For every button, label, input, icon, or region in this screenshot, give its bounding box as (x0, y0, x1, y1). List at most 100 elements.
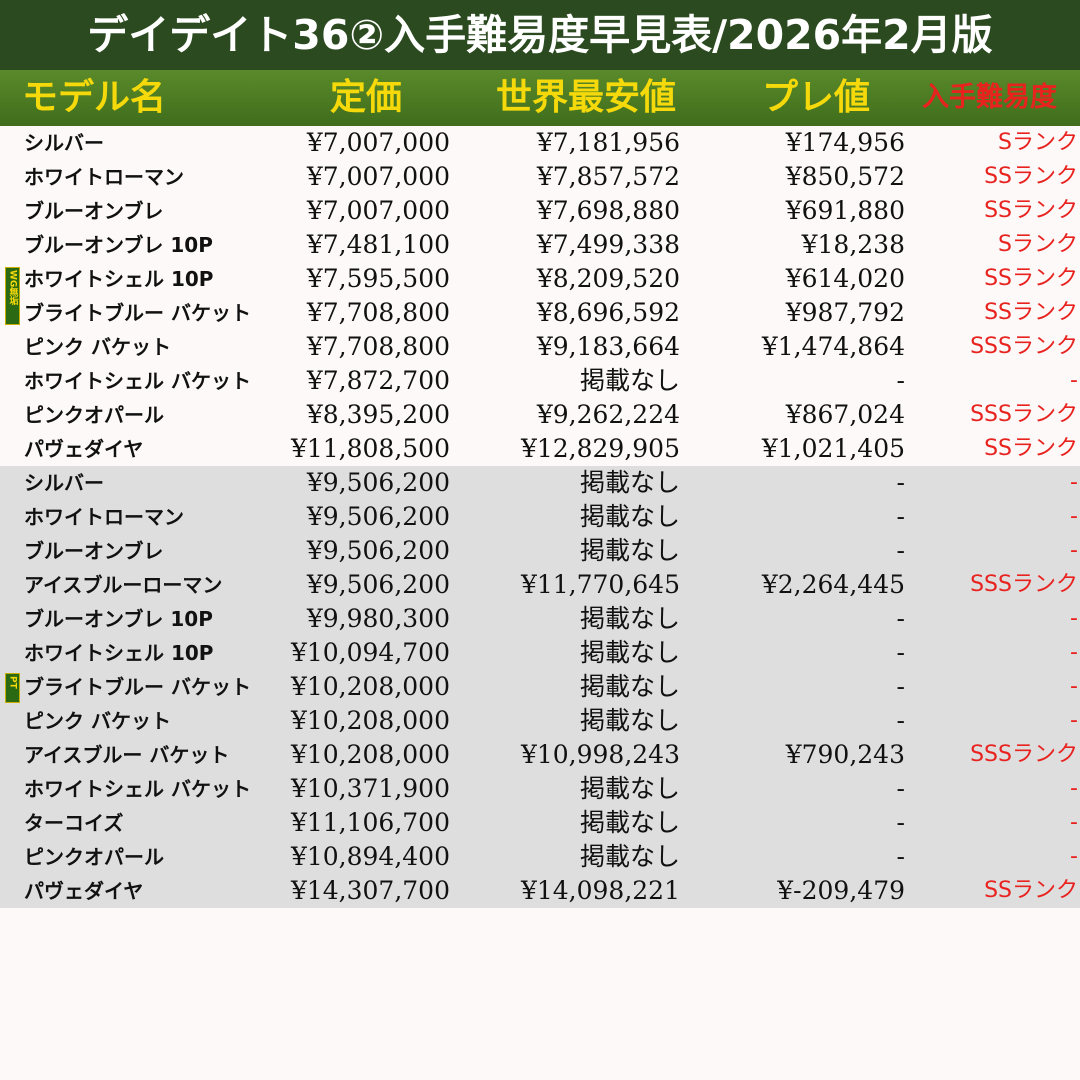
table-row: アイスブルーローマン ¥9,506,200 ¥11,770,645 ¥2,264,44… (0, 568, 1080, 602)
lowest-price-cell: ¥12,829,905 (520, 434, 680, 463)
premium-cell: - (896, 706, 905, 735)
premium-cell: ¥-209,479 (777, 876, 905, 905)
lowest-price-cell: 掲載なし (579, 808, 680, 837)
premium-cell: - (896, 672, 905, 701)
pt-badge: PT (5, 673, 20, 703)
model-cell: ホワイトローマン (24, 505, 184, 529)
lowest-price-cell: 掲載なし (579, 774, 680, 803)
difficulty-cell: SSランク (984, 878, 1078, 903)
retail-price-cell: ¥10,208,000 (290, 706, 450, 735)
premium-cell: ¥790,243 (785, 740, 905, 769)
model-cell: ターコイズ (24, 811, 124, 835)
table-row: ブルーオンブレ 10P ¥7,481,100 ¥7,499,338 ¥18,238 Sラ… (0, 228, 1080, 262)
model-cell: ブライトブルー バケット (24, 301, 251, 325)
table-row: ブルーオンブレ ¥7,007,000 ¥7,698,880 ¥691,880 SSランク (0, 194, 1080, 228)
model-cell: アイスブルー バケット (24, 743, 230, 767)
premium-cell: - (896, 638, 905, 667)
retail-price-cell: ¥11,808,500 (290, 434, 450, 463)
header-difficulty: 入手難易度 (922, 82, 1057, 113)
model-cell: パヴェダイヤ (24, 437, 144, 461)
header-retail-price: 定価 (330, 77, 403, 118)
retail-price-cell: ¥7,007,000 (306, 196, 450, 225)
retail-price-cell: ¥10,208,000 (290, 672, 450, 701)
premium-cell: - (896, 366, 905, 395)
model-cell: ブルーオンブレ 10P (24, 607, 213, 631)
header-premium: プレ値 (762, 77, 871, 118)
premium-cell: ¥850,572 (785, 162, 905, 191)
lowest-price-cell: ¥8,696,592 (536, 298, 680, 327)
table-row: シルバー ¥7,007,000 ¥7,181,956 ¥174,956 Sランク (0, 126, 1080, 160)
table-row: ピンクオパール ¥10,894,400 掲載なし - - (0, 840, 1080, 874)
difficulty-cell: SSランク (984, 300, 1078, 325)
difficulty-cell: SSSランク (970, 742, 1078, 767)
difficulty-cell: Sランク (998, 130, 1078, 155)
table-row: パヴェダイヤ ¥11,808,500 ¥12,829,905 ¥1,021,405 SS… (0, 432, 1080, 466)
premium-cell: - (896, 502, 905, 531)
retail-price-cell: ¥9,506,200 (306, 536, 450, 565)
table-row: ホワイトシェル 10P ¥7,595,500 ¥8,209,520 ¥614,020 S… (0, 262, 1080, 296)
model-cell: ピンク バケット (24, 335, 171, 359)
retail-price-cell: ¥10,371,900 (290, 774, 450, 803)
lowest-price-cell: ¥7,499,338 (536, 230, 680, 259)
model-cell: ホワイトローマン (24, 165, 184, 189)
model-cell: ピンクオパール (24, 403, 164, 427)
retail-price-cell: ¥7,595,500 (306, 264, 450, 293)
page-title: デイデイト36②入手難易度早見表/2026年2月版 (0, 0, 1080, 70)
retail-price-cell: ¥9,980,300 (306, 604, 450, 633)
premium-cell: ¥18,238 (801, 230, 905, 259)
difficulty-cell: - (1070, 640, 1078, 665)
model-cell: シルバー (24, 471, 104, 495)
lowest-price-cell: ¥7,857,572 (536, 162, 680, 191)
model-cell: アイスブルーローマン (24, 573, 223, 597)
difficulty-cell: SSランク (984, 436, 1078, 461)
premium-cell: ¥867,024 (785, 400, 905, 429)
model-cell: ホワイトシェル バケット (24, 369, 251, 393)
premium-cell: - (896, 774, 905, 803)
difficulty-cell: - (1070, 368, 1078, 393)
wg-solid-badge: WG無垢 (5, 267, 20, 325)
retail-price-cell: ¥7,481,100 (306, 230, 450, 259)
retail-price-cell: ¥10,094,700 (290, 638, 450, 667)
model-cell: ホワイトシェル 10P (24, 267, 214, 291)
retail-price-cell: ¥9,506,200 (306, 570, 450, 599)
premium-cell: ¥174,956 (785, 128, 905, 157)
table-row: ピンクオパール ¥8,395,200 ¥9,262,224 ¥867,024 SSSラン… (0, 398, 1080, 432)
difficulty-cell: - (1070, 538, 1078, 563)
table-row: シルバー ¥9,506,200 掲載なし - - (0, 466, 1080, 500)
lowest-price-cell: ¥7,181,956 (536, 128, 680, 157)
difficulty-cell: - (1070, 844, 1078, 869)
lowest-price-cell: ¥11,770,645 (520, 570, 680, 599)
retail-price-cell: ¥9,506,200 (306, 468, 450, 497)
pt-group-background (0, 466, 1080, 908)
retail-price-cell: ¥10,894,400 (290, 842, 450, 871)
retail-price-cell: ¥7,007,000 (306, 128, 450, 157)
retail-price-cell: ¥10,208,000 (290, 740, 450, 769)
retail-price-cell: ¥7,007,000 (306, 162, 450, 191)
model-cell: ホワイトシェル バケット (24, 777, 251, 801)
table-row: ホワイトシェル 10P ¥10,094,700 掲載なし - - (0, 636, 1080, 670)
premium-cell: - (896, 842, 905, 871)
table-row: ピンク バケット ¥10,208,000 掲載なし - - (0, 704, 1080, 738)
table-row: ホワイトシェル バケット ¥7,872,700 掲載なし - - (0, 364, 1080, 398)
header-lowest-price: 世界最安値 (496, 77, 677, 118)
table-row: ブルーオンブレ ¥9,506,200 掲載なし - - (0, 534, 1080, 568)
lowest-price-cell: 掲載なし (579, 468, 680, 497)
model-cell: パヴェダイヤ (24, 879, 144, 903)
difficulty-cell: SSランク (984, 266, 1078, 291)
premium-cell: ¥614,020 (785, 264, 905, 293)
difficulty-cell: - (1070, 606, 1078, 631)
retail-price-cell: ¥8,395,200 (306, 400, 450, 429)
header-model: モデル名 (22, 77, 167, 118)
difficulty-cell: - (1070, 504, 1078, 529)
table-row: ブライトブルー バケット ¥10,208,000 掲載なし - - (0, 670, 1080, 704)
premium-cell: - (896, 604, 905, 633)
lowest-price-cell: 掲載なし (579, 706, 680, 735)
table-header: モデル名 定価 世界最安値 プレ値 入手難易度 (0, 70, 1080, 126)
difficulty-cell: SSSランク (970, 334, 1078, 359)
retail-price-cell: ¥7,708,800 (306, 298, 450, 327)
retail-price-cell: ¥9,506,200 (306, 502, 450, 531)
lowest-price-cell: 掲載なし (579, 672, 680, 701)
lowest-price-cell: ¥7,698,880 (536, 196, 680, 225)
lowest-price-cell: ¥10,998,243 (520, 740, 680, 769)
difficulty-cell: SSランク (984, 198, 1078, 223)
